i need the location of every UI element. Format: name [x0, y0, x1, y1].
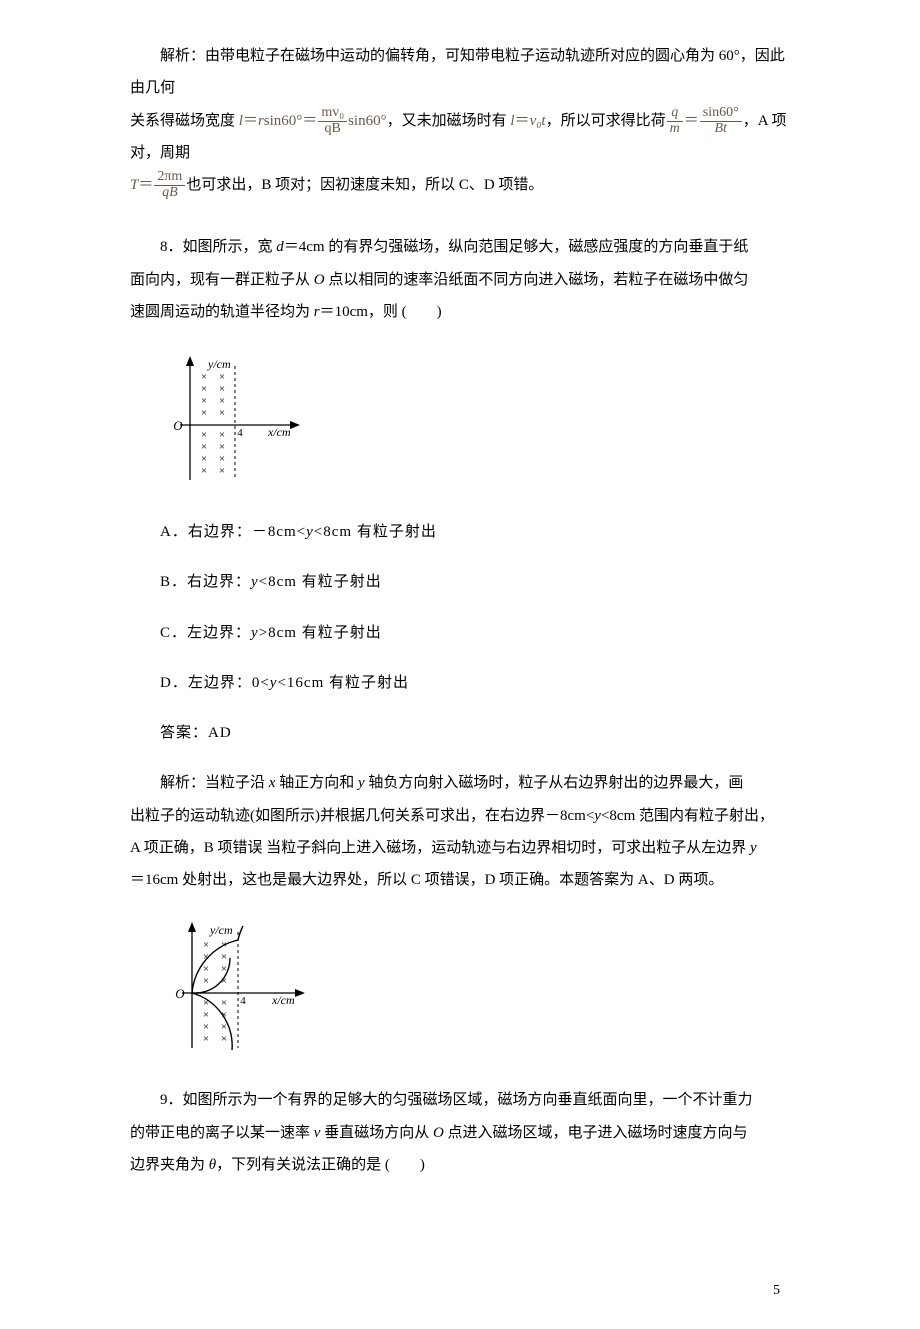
- svg-text:×: ×: [201, 453, 207, 465]
- text: 解析：由带电粒子在磁场中运动的偏转角，可知带电粒子运动轨迹所对应的圆心角为 60…: [130, 48, 785, 96]
- svg-text:×: ×: [219, 395, 225, 407]
- svg-text:×: ×: [201, 395, 207, 407]
- svg-text:×: ×: [221, 951, 227, 963]
- svg-text:×: ×: [219, 465, 225, 477]
- solution7-line1: 解析：由带电粒子在磁场中运动的偏转角，可知带电粒子运动轨迹所对应的圆心角为 60…: [130, 40, 790, 105]
- origin-label: O: [173, 418, 183, 433]
- svg-text:×: ×: [201, 465, 207, 477]
- q8-figure: ×× ×× ×× ×× ×× ×× ×× ×× O y/cm 4 x/cm: [160, 350, 790, 490]
- q8-stem: 8．如图所示，宽 d＝4cm 的有界匀强磁场，纵向范围足够大，磁感应强度的方向垂…: [130, 231, 790, 328]
- svg-text:×: ×: [219, 453, 225, 465]
- svg-text:×: ×: [219, 371, 225, 383]
- svg-text:×: ×: [203, 963, 209, 975]
- svg-text:×: ×: [221, 997, 227, 1009]
- q8-solution-figure: ×× ×× ×× ×× ×× ×× ×× ×× O y/cm 4 x/cm: [160, 918, 790, 1058]
- svg-text:×: ×: [201, 371, 207, 383]
- q8-option-d: D．左边界：0<y<16cm 有粒子射出: [130, 667, 790, 699]
- text: 关系得磁场宽度: [130, 113, 239, 129]
- svg-text:O: O: [175, 986, 185, 1001]
- formula: qm＝sin60°Bt: [666, 113, 743, 129]
- svg-text:×: ×: [203, 975, 209, 987]
- svg-text:×: ×: [219, 441, 225, 453]
- svg-text:×: ×: [201, 383, 207, 395]
- page-number: 5: [0, 1283, 920, 1299]
- q8-option-a: A．右边界：－8cm<y<8cm 有粒子射出: [130, 516, 790, 548]
- q9-stem: 9．如图所示为一个有界的足够大的匀强磁场区域，磁场方向垂直纸面向里，一个不计重力…: [130, 1084, 790, 1181]
- svg-text:×: ×: [201, 429, 207, 441]
- q8-option-b: B．右边界：y<8cm 有粒子射出: [130, 566, 790, 598]
- text: ，又未加磁场时有: [387, 113, 511, 129]
- q8-answer: 答案：AD: [130, 717, 790, 749]
- svg-text:x/cm: x/cm: [271, 993, 295, 1007]
- svg-text:×: ×: [203, 939, 209, 951]
- svg-text:×: ×: [203, 1021, 209, 1033]
- svg-text:×: ×: [219, 407, 225, 419]
- solution7-line2: 关系得磁场宽度 l＝rsin60°＝mv₀qBsin60°，又未加磁场时有 l＝…: [130, 105, 790, 170]
- svg-text:×: ×: [221, 1021, 227, 1033]
- svg-text:×: ×: [219, 383, 225, 395]
- q8-solution: 解析：当粒子沿 x 轴正方向和 y 轴负方向射入磁场时，粒子从右边界射出的边界最…: [130, 767, 790, 896]
- formula: l＝rsin60°＝mv₀qBsin60°: [239, 113, 387, 129]
- svg-text:×: ×: [201, 441, 207, 453]
- svg-text:×: ×: [203, 1009, 209, 1021]
- tick-4: 4: [237, 427, 243, 439]
- text: ，所以可求得比荷: [546, 113, 666, 129]
- svg-text:×: ×: [201, 407, 207, 419]
- x-axis-label: x/cm: [267, 425, 291, 439]
- svg-text:×: ×: [221, 1033, 227, 1045]
- solution7-line3: T＝2πmqB也可求出，B 项对；因初速度未知，所以 C、D 项错。: [130, 169, 790, 201]
- svg-text:4: 4: [240, 995, 246, 1007]
- q8-option-c: C．左边界：y>8cm 有粒子射出: [130, 617, 790, 649]
- formula: l＝v₀t: [510, 113, 545, 129]
- svg-text:y/cm: y/cm: [209, 923, 233, 937]
- svg-text:×: ×: [219, 429, 225, 441]
- svg-text:×: ×: [203, 1033, 209, 1045]
- text: 也可求出，B 项对；因初速度未知，所以 C、D 项错。: [186, 177, 543, 193]
- formula: T＝2πmqB: [130, 177, 186, 193]
- y-axis-label: y/cm: [207, 357, 231, 371]
